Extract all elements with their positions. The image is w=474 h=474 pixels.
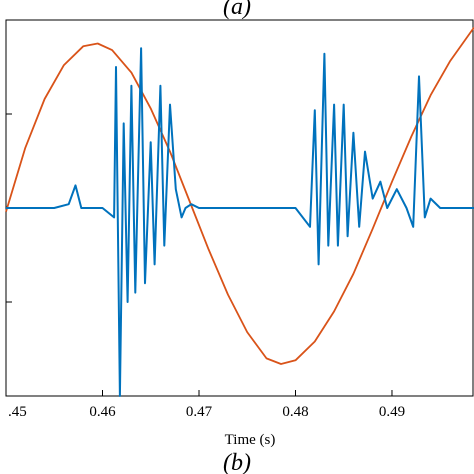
x-tick-label-4: 0.49 [379,404,405,420]
x-tick-label-2: 0.47 [186,404,213,420]
x-tick-label-1: 0.46 [89,404,116,420]
plot-area: .45 0.46 0.47 0.48 0.49 [5,19,474,420]
caption-bottom: (b) [223,450,251,474]
x-tick-label-0: .45 [8,404,27,420]
caption-top: (a) [223,0,251,20]
x-axis-label: Time (s) [225,432,276,448]
x-tick-label-3: 0.48 [282,404,308,420]
series-voltage-line [5,26,474,365]
series-current-line [6,47,474,397]
